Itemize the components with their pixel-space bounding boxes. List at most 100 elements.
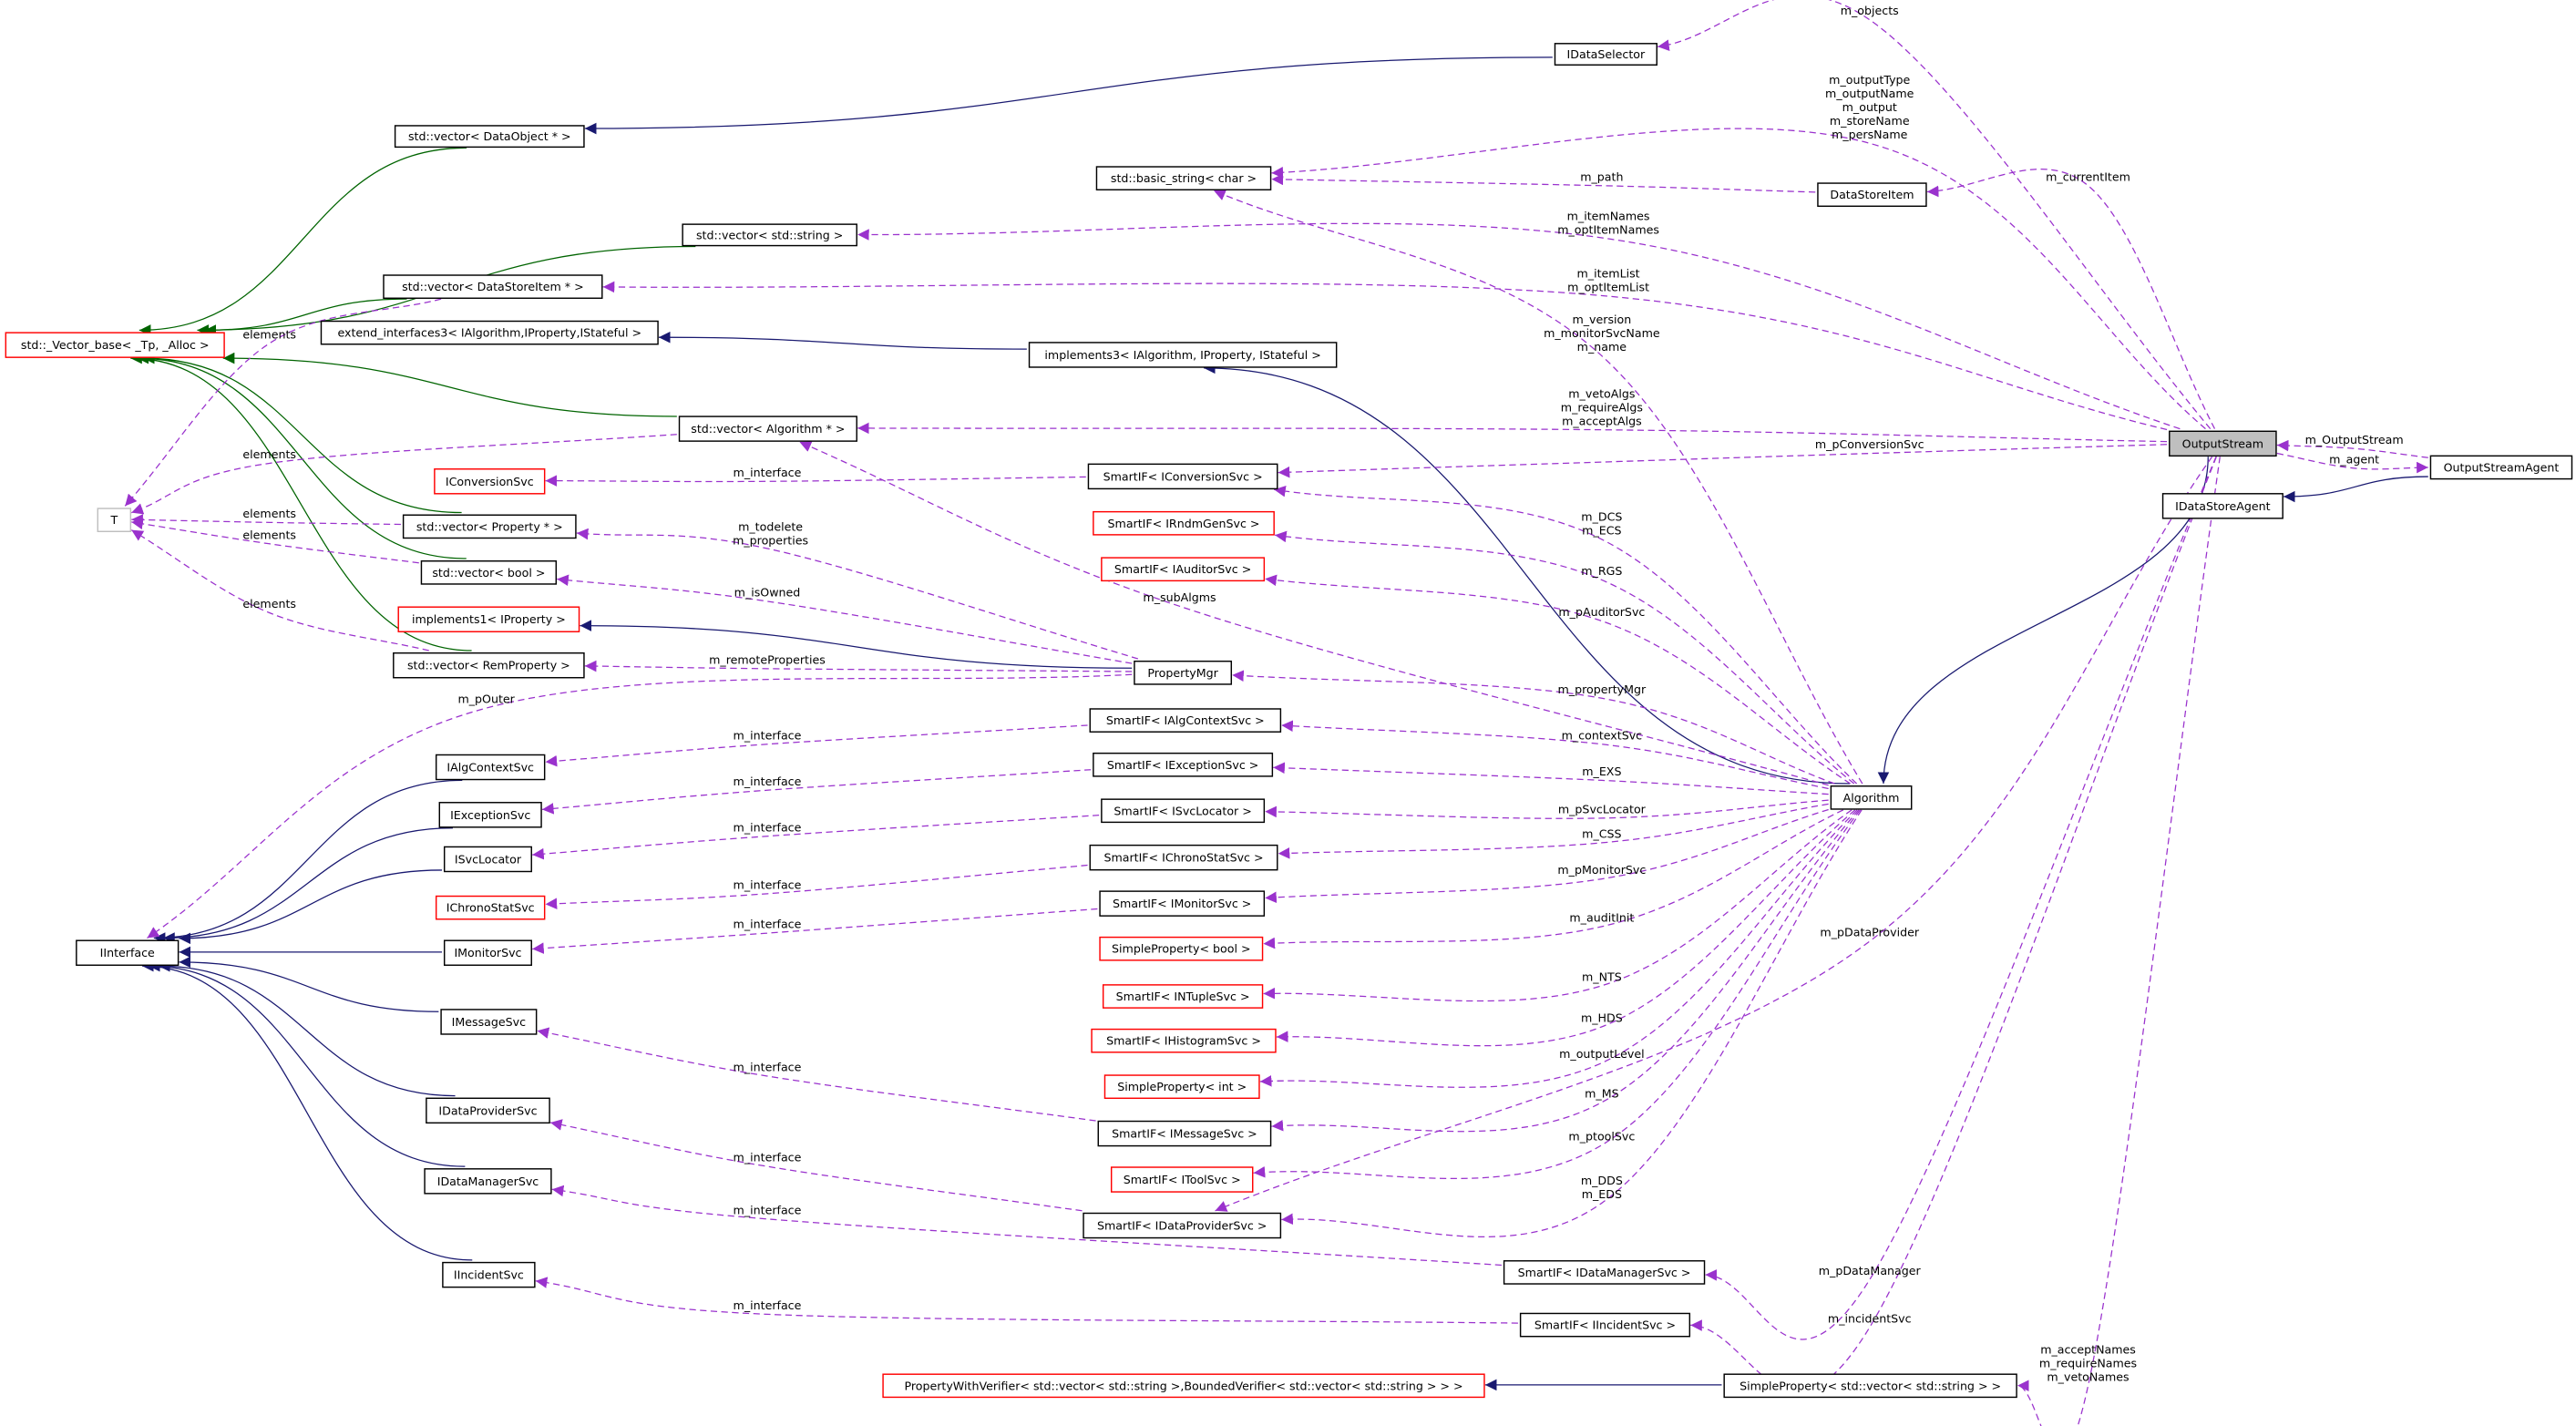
node-box[interactable] bbox=[2161, 493, 2284, 519]
node-box[interactable] bbox=[2429, 455, 2573, 480]
usage-edge-vec-algorithm-to-t bbox=[131, 434, 677, 515]
edge-label-line: m_ECS bbox=[1582, 524, 1621, 538]
node-implements3[interactable]: implements3< IAlgorithm, IProperty, ISta… bbox=[1028, 342, 1338, 368]
node-vec-data-object[interactable]: std::vector< DataObject * > bbox=[394, 125, 585, 149]
node-imessage-svc[interactable]: IMessageSvc bbox=[440, 1009, 538, 1035]
node-box[interactable] bbox=[1554, 43, 1657, 66]
node-si-data-provider-svc[interactable]: SmartIF< IDataProviderSvc > bbox=[1083, 1212, 1282, 1239]
node-si-message-svc[interactable]: SmartIF< IMessageSvc > bbox=[1097, 1120, 1272, 1147]
edge-label: m_interface bbox=[734, 918, 802, 931]
node-box[interactable] bbox=[1830, 785, 1913, 810]
node-si-chrono-stat-svc[interactable]: SmartIF< IChronoStatSvc > bbox=[1089, 844, 1278, 871]
edge-label-line: m_propertyMgr bbox=[1558, 682, 1647, 696]
node-box[interactable] bbox=[1099, 890, 1266, 917]
node-box[interactable] bbox=[1093, 752, 1274, 777]
inheritance-edge-vec-algorithm-to-vector-base bbox=[222, 352, 677, 417]
node-box[interactable] bbox=[76, 939, 180, 966]
node-si-data-manager-svc[interactable]: SmartIF< IDataManagerSvc > bbox=[1503, 1260, 1706, 1285]
node-extend-interfaces3[interactable]: extend_interfaces3< IAlgorithm,IProperty… bbox=[320, 320, 659, 345]
node-output-stream-agent[interactable]: OutputStreamAgent bbox=[2429, 455, 2573, 480]
node-property-mgr[interactable]: PropertyMgr bbox=[1134, 660, 1233, 685]
node-si-alg-context-svc[interactable]: SmartIF< IAlgContextSvc > bbox=[1089, 708, 1282, 733]
usage-edge-output-stream-to-si-data-manager-svc bbox=[1705, 456, 2217, 1340]
node-idata-selector[interactable]: IDataSelector bbox=[1554, 43, 1657, 66]
node-si-incident-svc[interactable]: SmartIF< IIncidentSvc > bbox=[1519, 1312, 1691, 1338]
node-box[interactable] bbox=[320, 320, 659, 345]
edge-label: m_OutputStream bbox=[2305, 433, 2404, 446]
usage-edge-si-monitor-svc-to-imonitor-svc bbox=[532, 908, 1098, 954]
node-box[interactable] bbox=[440, 1009, 538, 1035]
node-box[interactable] bbox=[1134, 660, 1233, 685]
node-idata-provider-svc[interactable]: IDataProviderSvc bbox=[426, 1097, 550, 1124]
node-vec-bool[interactable]: std::vector< bool > bbox=[420, 560, 558, 585]
node-box[interactable] bbox=[1028, 342, 1338, 368]
node-box[interactable] bbox=[442, 1261, 536, 1288]
usage-edge-output-stream-to-output-stream-agent bbox=[2276, 452, 2428, 474]
node-box[interactable] bbox=[443, 939, 532, 966]
node-label: IDataStoreAgent bbox=[2175, 499, 2271, 513]
node-vec-rem-property[interactable]: std::vector< RemProperty > bbox=[393, 651, 585, 679]
node-box[interactable] bbox=[420, 560, 558, 585]
node-basic-string[interactable]: std::basic_string< char > bbox=[1095, 166, 1272, 190]
node-box[interactable] bbox=[393, 651, 585, 679]
edge-label-line: m_isOwned bbox=[734, 585, 801, 599]
node-box[interactable] bbox=[1817, 182, 1927, 208]
node-si-conversion-svc[interactable]: SmartIF< IConversionSvc > bbox=[1087, 463, 1278, 490]
node-vec-string[interactable]: std::vector< std::string > bbox=[682, 223, 857, 247]
node-label: IDataManagerSvc bbox=[437, 1175, 539, 1188]
usage-edge-algorithm-to-vec-algorithm bbox=[799, 441, 1829, 786]
node-iincident-svc[interactable]: IIncidentSvc bbox=[442, 1261, 536, 1288]
node-box[interactable] bbox=[402, 514, 577, 539]
edge-label: m_pConversionSvc bbox=[1815, 437, 1924, 451]
node-box[interactable] bbox=[1097, 1120, 1272, 1147]
node-box[interactable] bbox=[1723, 1373, 2017, 1399]
node-box[interactable] bbox=[1519, 1312, 1691, 1338]
node-label: ISvcLocator bbox=[455, 852, 522, 866]
edge-label-line: m_outputLevel bbox=[1559, 1047, 1644, 1061]
node-imonitor-svc[interactable]: IMonitorSvc bbox=[443, 939, 532, 966]
node-ialg-context-svc[interactable]: IAlgContextSvc bbox=[435, 754, 546, 781]
node-vec-data-store-item[interactable]: std::vector< DataStoreItem * > bbox=[383, 274, 603, 299]
node-box[interactable] bbox=[1503, 1260, 1706, 1285]
node-label: SmartIF< IMessageSvc > bbox=[1112, 1127, 1257, 1141]
usage-edge-property-mgr-to-vec-property bbox=[576, 528, 1139, 660]
edge-label-line: m_todelete bbox=[738, 519, 803, 533]
node-idata-manager-svc[interactable]: IDataManagerSvc bbox=[424, 1168, 552, 1195]
edge-label-line: m_interface bbox=[734, 775, 802, 788]
node-box[interactable] bbox=[1083, 1212, 1282, 1239]
node-vec-property[interactable]: std::vector< Property * > bbox=[402, 514, 577, 539]
node-sp-vec-string[interactable]: SimpleProperty< std::vector< std::string… bbox=[1723, 1373, 2017, 1399]
usage-edge-output-stream-to-vec-data-store-item bbox=[602, 281, 2168, 431]
node-iinterface[interactable]: IInterface bbox=[76, 939, 180, 966]
node-box[interactable] bbox=[1095, 166, 1272, 190]
node-box[interactable] bbox=[435, 754, 546, 781]
usage-edge-si-chrono-stat-svc-to-ichrono-stat-svc bbox=[545, 864, 1088, 910]
node-si-svc-locator[interactable]: SmartIF< ISvcLocator > bbox=[1101, 798, 1266, 824]
edge-label-line: m_ptoolSvc bbox=[1568, 1129, 1635, 1143]
node-box[interactable] bbox=[426, 1097, 550, 1124]
inheritance-edge-vec-bool-to-vector-base bbox=[137, 352, 467, 559]
node-box[interactable] bbox=[1087, 463, 1278, 490]
edge-label-line: m_EXS bbox=[1582, 764, 1621, 778]
node-si-monitor-svc[interactable]: SmartIF< IMonitorSvc > bbox=[1099, 890, 1266, 917]
node-vec-algorithm[interactable]: std::vector< Algorithm * > bbox=[678, 415, 857, 442]
node-algorithm[interactable]: Algorithm bbox=[1830, 785, 1913, 810]
node-box[interactable] bbox=[394, 125, 585, 149]
node-box[interactable] bbox=[443, 846, 532, 873]
node-box[interactable] bbox=[383, 274, 603, 299]
node-box[interactable] bbox=[438, 802, 542, 828]
node-data-store-item[interactable]: DataStoreItem bbox=[1817, 182, 1927, 208]
node-iexception-svc[interactable]: IExceptionSvc bbox=[438, 802, 542, 828]
node-box[interactable] bbox=[1089, 708, 1282, 733]
node-box[interactable] bbox=[682, 223, 857, 247]
edge-label: m_NTS bbox=[1582, 969, 1622, 983]
node-box[interactable] bbox=[424, 1168, 552, 1195]
node-idata-store-agent[interactable]: IDataStoreAgent bbox=[2161, 493, 2284, 519]
node-box[interactable] bbox=[1101, 798, 1266, 824]
node-isvc-locator[interactable]: ISvcLocator bbox=[443, 846, 532, 873]
node-box[interactable] bbox=[678, 415, 857, 442]
node-box[interactable] bbox=[1089, 844, 1278, 871]
node-si-exception-svc[interactable]: SmartIF< IExceptionSvc > bbox=[1093, 752, 1274, 777]
edge-label: m_MS bbox=[1585, 1086, 1618, 1100]
